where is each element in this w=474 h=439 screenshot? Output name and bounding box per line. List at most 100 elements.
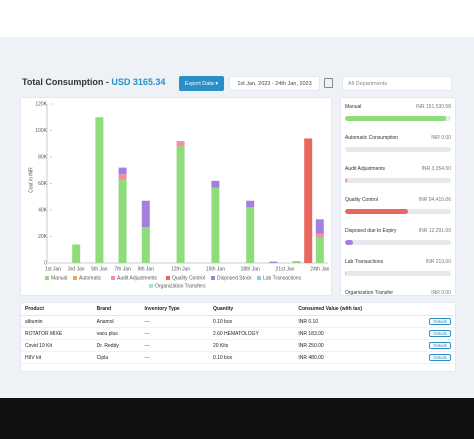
- bar-segment: [118, 174, 127, 180]
- table-cell: INR 183.00: [294, 327, 408, 340]
- item-value: INR 151,530.58: [415, 104, 451, 110]
- legend-label: Organization Transfers: [155, 283, 206, 289]
- item-name: Automatic Consumption: [345, 135, 399, 141]
- x-tick-label: 18th Jan: [241, 266, 260, 272]
- table-row: ROTATOR MIXE vacu plus --- 2.60 HEMATOLOGY I…: [21, 327, 455, 340]
- column-header: [407, 303, 455, 316]
- bar-segment: [304, 138, 313, 263]
- details-button[interactable]: Details: [429, 330, 451, 337]
- item-value: INR 213.00: [425, 259, 451, 265]
- department-select[interactable]: All Departments: [342, 76, 452, 91]
- x-tick-label: 15th Jan: [206, 266, 225, 272]
- item-name: Quality Control: [345, 197, 379, 203]
- progress-track: [345, 147, 451, 152]
- bar-segment: [118, 167, 127, 175]
- table-cell: INR 480.00: [294, 351, 408, 364]
- item-name: Disposed due to Expiry: [345, 228, 397, 234]
- legend-swatch: [73, 276, 77, 280]
- side-item: Manual INR 151,530.58: [345, 104, 451, 121]
- table-cell: ROTATOR MIXE: [21, 327, 93, 340]
- bar-segment: [211, 180, 220, 188]
- y-axis-label: Cost in INR: [28, 167, 34, 193]
- column-header: Consumed Value (with tax): [294, 303, 408, 316]
- side-item: Organization Transfer INR 0.00: [345, 290, 451, 296]
- bar-segment: [72, 244, 81, 263]
- bar-segment: [95, 117, 104, 263]
- side-item: Quality Control INR 94,415.06: [345, 197, 451, 214]
- footer-band: [0, 398, 474, 439]
- y-tick-label: 120K: [35, 101, 47, 107]
- bar-segment: [246, 207, 255, 263]
- table-cell: Details: [407, 327, 455, 340]
- side-item: Disposed due to Expiry INR 12,291.09: [345, 228, 451, 245]
- legend-label: Manual: [51, 275, 67, 281]
- details-button[interactable]: Details: [429, 342, 451, 349]
- progress-track: [345, 240, 451, 245]
- legend-label: Audit Adjustments: [117, 275, 158, 281]
- column-header: Product: [21, 303, 93, 316]
- progress-track: [345, 209, 451, 214]
- table-cell: 0.10 box: [208, 351, 295, 364]
- table-cell: ---: [140, 351, 209, 364]
- calendar-icon[interactable]: [324, 78, 333, 88]
- table-cell: 2.60 HEMATOLOGY: [208, 327, 295, 340]
- table-cell: Details: [407, 351, 455, 364]
- bar-segment: [118, 179, 127, 263]
- chart: Cost in INR 0 20K 40K 60K 80K 100K 120K 1st Jan…: [20, 97, 332, 296]
- bar-segment: [141, 200, 150, 228]
- side-item: Audit Adjustments INR 3,354.00: [345, 166, 451, 183]
- item-value: INR 0.00: [431, 290, 451, 296]
- table-cell: INR 250.00: [294, 339, 408, 352]
- legend-label: Quality Control: [172, 275, 205, 281]
- legend-label: Disposed Stock: [217, 275, 252, 281]
- table-row: albumin Anamol --- 0.10 box INR 0.10 Details: [21, 315, 455, 328]
- side-item: Automatic Consumption INR 0.00: [345, 135, 451, 152]
- table-row: HIIV kit Cipla --- 0.10 box INR 480.00 Detail…: [21, 351, 455, 364]
- y-tick-label: 80K: [38, 154, 48, 160]
- side-panel: Manual INR 151,530.58 Automatic Consumptio…: [340, 97, 456, 296]
- column-header: Inventory Type: [140, 303, 209, 316]
- x-tick-label: 24th Jan: [310, 266, 329, 272]
- table-cell: HIIV kit: [21, 351, 93, 364]
- table-cell: Dr. Reddy: [92, 339, 141, 352]
- item-value: INR 94,415.06: [418, 197, 451, 203]
- column-header: Brand: [92, 303, 141, 316]
- item-value: INR 3,354.00: [421, 166, 451, 172]
- x-tick-label: 1st Jan: [45, 266, 61, 272]
- legend-swatch: [211, 276, 215, 280]
- bar-segment: [292, 261, 301, 263]
- y-tick-label: 20K: [38, 234, 48, 240]
- item-name: Manual: [345, 104, 362, 110]
- export-button[interactable]: Export Data ▾: [179, 76, 224, 91]
- details-button[interactable]: Details: [429, 318, 451, 325]
- x-tick-label: 12th Jan: [171, 266, 190, 272]
- item-name: Audit Adjustments: [345, 166, 386, 172]
- title: Total Consumption - USD 3165.34: [22, 77, 165, 87]
- item-name: Organization Transfer: [345, 290, 394, 296]
- table-cell: 20 Kits: [208, 339, 295, 352]
- table-cell: albumin: [21, 315, 93, 328]
- details-button[interactable]: Details: [429, 354, 451, 361]
- date-range[interactable]: 1st Jan, 2023 - 24th Jan, 2023: [229, 76, 320, 91]
- item-value: INR 0.00: [431, 135, 451, 141]
- x-tick-label: 9th Jan: [138, 266, 155, 272]
- table-panel: Product Brand Inventory Type Quantity Consum…: [20, 302, 456, 372]
- progress-track: [345, 116, 451, 121]
- x-tick-label: 3rd Jan: [68, 266, 85, 272]
- y-tick-label: 40K: [38, 207, 48, 213]
- table-cell: Covid 19 Kit: [21, 339, 93, 352]
- bar-segment: [246, 200, 255, 208]
- table-cell: 0.10 box: [208, 315, 295, 328]
- legend-swatch: [166, 276, 170, 280]
- bar-segment: [141, 227, 150, 263]
- export-label: Export Data: [184, 80, 214, 87]
- table-cell: INR 0.10: [294, 315, 408, 328]
- x-tick-label: 5th Jan: [91, 266, 108, 272]
- x-tick-label: 21st Jan: [276, 266, 295, 272]
- legend-swatch: [111, 276, 115, 280]
- side-item: Lab Transactions INR 213.00: [345, 259, 451, 276]
- column-header: Quantity: [208, 303, 295, 316]
- bar-segment: [176, 146, 185, 263]
- table-cell: Cipla: [92, 351, 141, 364]
- total: USD 3165.34: [111, 77, 166, 87]
